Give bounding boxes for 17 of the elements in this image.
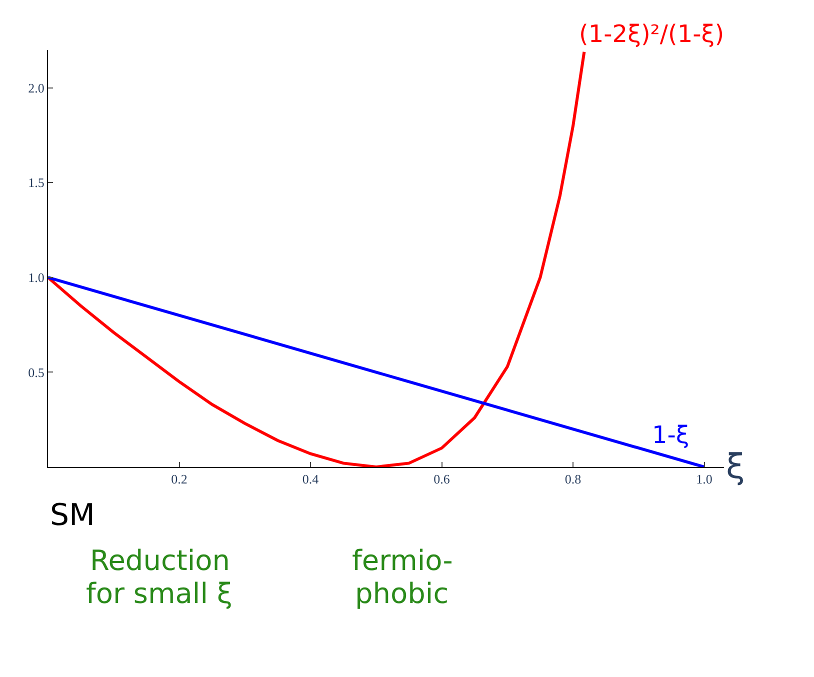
y-tick-label: 1.5 — [28, 175, 44, 190]
series-label: (1-2ξ)²/(1-ξ) — [579, 20, 724, 48]
x-tick-label: 0.2 — [171, 472, 188, 487]
series-label: 1-ξ — [652, 421, 690, 449]
x-tick-label: 0.6 — [434, 472, 450, 487]
text: fermio- — [352, 544, 453, 577]
x-tick-label: 1.0 — [696, 472, 712, 487]
y-tick-label: 0.5 — [28, 364, 44, 380]
x-axis-title: ξ — [726, 447, 745, 487]
text: phobic — [355, 577, 449, 610]
x-tick-label: 0.8 — [564, 472, 582, 487]
text: Reduction — [90, 544, 230, 577]
text: SM — [50, 498, 95, 533]
y-tick-label: 2.0 — [28, 80, 44, 96]
y-tick-label: 1.0 — [28, 270, 44, 285]
text: for small ξ — [86, 577, 232, 610]
x-tick-label: 0.4 — [302, 472, 320, 487]
